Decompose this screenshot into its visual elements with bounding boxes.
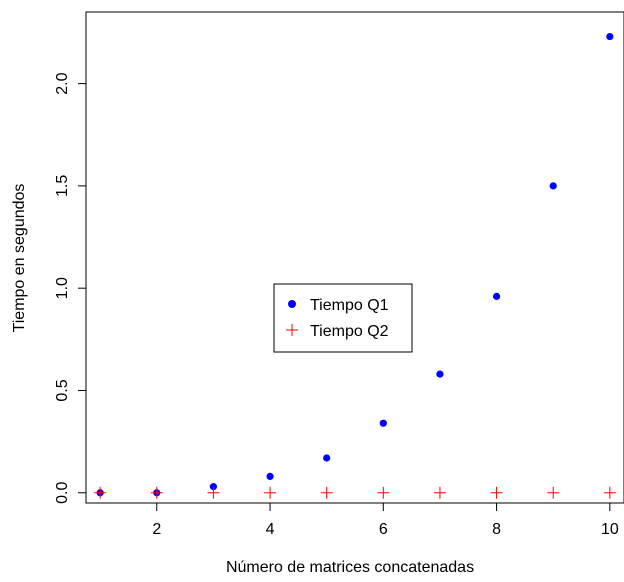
x-tick-label: 4 <box>266 521 275 538</box>
legend: Tiempo Q1 Tiempo Q2 <box>273 283 413 353</box>
x-axis-title: Número de matrices concatenadas <box>226 559 474 576</box>
point-q1 <box>379 419 387 427</box>
data-points <box>94 32 616 499</box>
point-q2 <box>94 486 107 499</box>
x-tick-label: 6 <box>379 521 388 538</box>
y-axis-title: Tiempo en segundos <box>11 184 28 333</box>
point-q1 <box>209 483 218 491</box>
point-q2 <box>547 486 560 499</box>
point-q2 <box>150 486 163 499</box>
legend-label-q2: Tiempo Q2 <box>310 323 389 340</box>
point-q2 <box>433 486 446 499</box>
point-q2 <box>490 486 503 499</box>
point-q1 <box>492 292 501 300</box>
x-tick-label: 10 <box>601 521 619 538</box>
y-tick-label: 1.0 <box>54 277 71 299</box>
point-q1 <box>266 472 274 481</box>
y-tick-label: 2.0 <box>54 72 71 94</box>
x-tick-label: 8 <box>492 521 501 538</box>
point-q2 <box>603 486 616 499</box>
point-q2 <box>320 486 333 499</box>
legend-box <box>273 283 413 353</box>
plot-frame <box>85 11 624 504</box>
point-q1 <box>323 454 331 462</box>
point-q2 <box>264 486 277 499</box>
y-axis: 0.0 0.5 1.0 1.5 2.0 <box>54 72 87 504</box>
point-q2 <box>207 486 220 499</box>
y-tick-label: 0.5 <box>54 379 71 401</box>
point-q1 <box>549 182 557 190</box>
legend-label-q1: Tiempo Q1 <box>310 297 389 314</box>
legend-marker-q1 <box>288 300 296 308</box>
y-tick-label: 1.5 <box>54 175 71 197</box>
point-q1 <box>436 370 444 378</box>
x-tick-label: 2 <box>152 521 161 538</box>
point-q2 <box>377 486 390 499</box>
y-tick-label: 0.0 <box>54 482 71 504</box>
point-q1 <box>606 32 614 41</box>
legend-marker-q2 <box>286 324 298 336</box>
x-axis: 2 4 6 8 10 <box>152 502 619 538</box>
